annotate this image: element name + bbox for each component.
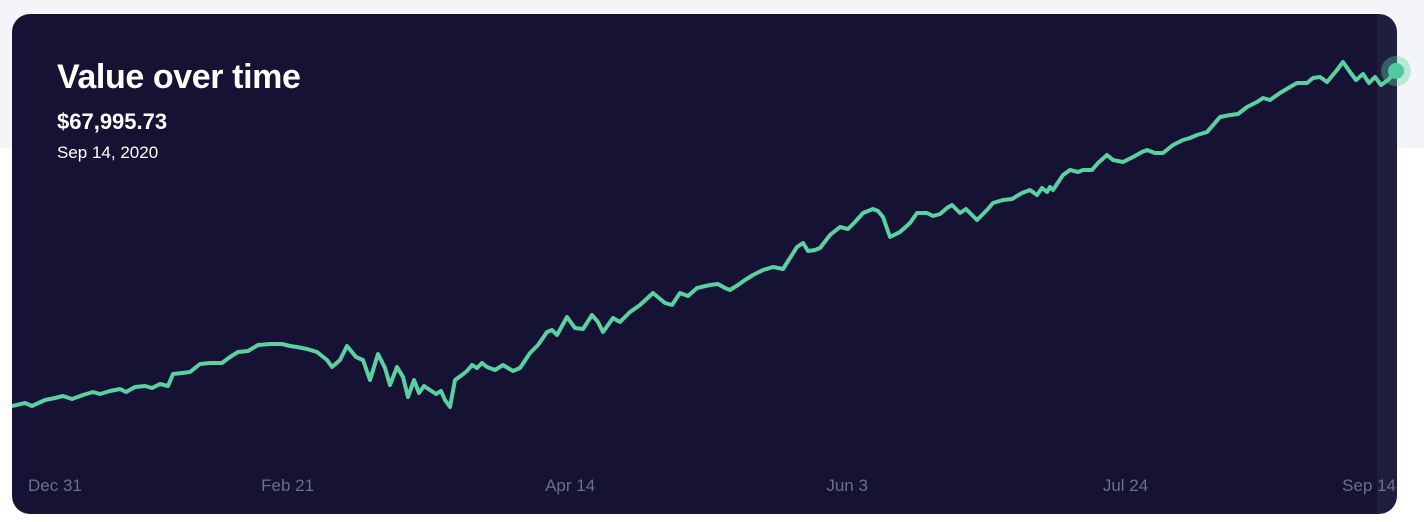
x-axis-label: Jul 24 [1102,476,1149,495]
value-over-time-card: Value over time $67,995.73 Sep 14, 2020 … [12,14,1397,514]
chart-header: Value over time $67,995.73 Sep 14, 2020 [57,58,301,163]
hover-highlight-band [1377,14,1397,514]
value-line [12,60,1397,409]
x-axis-label: Dec 31 [28,476,82,495]
x-axis-label: Jun 3 [826,476,868,495]
x-axis-label: Sep 14 [1342,476,1396,495]
x-axis-label: Feb 21 [261,476,315,495]
x-axis-label: Apr 14 [545,476,596,495]
current-value: $67,995.73 [57,109,168,135]
chart-title: Value over time [57,58,301,96]
x-axis: Dec 31 Feb 21 Apr 14 Jun 3 Jul 24 Sep 14 [12,476,1397,502]
value-line-chart[interactable] [12,14,1397,514]
current-date: Sep 14, 2020 [57,143,159,163]
